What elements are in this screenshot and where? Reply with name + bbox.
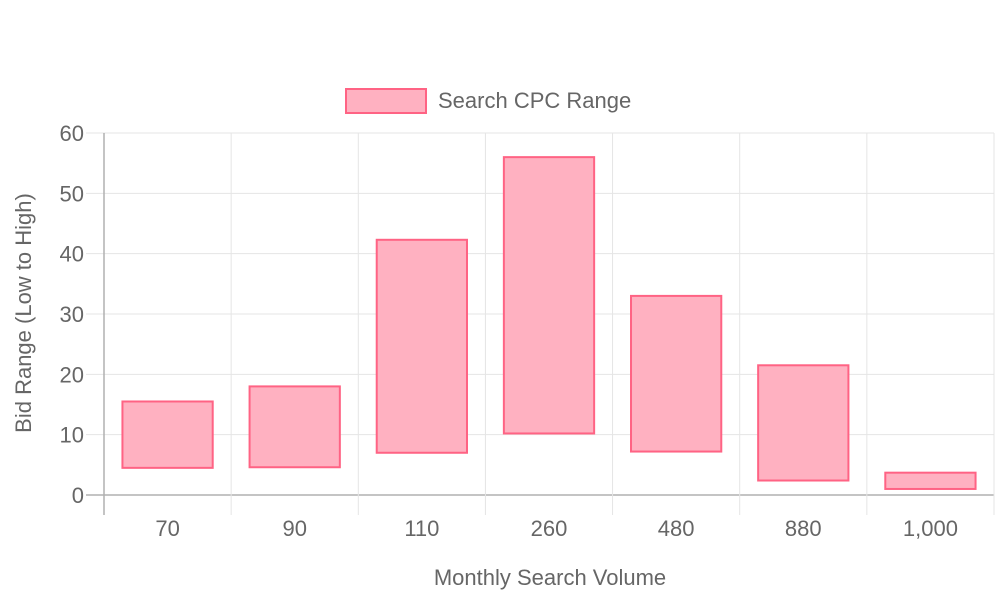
y-tick-label: 50 <box>60 181 84 206</box>
x-tick-label: 1,000 <box>903 516 958 541</box>
y-axis-ticks: 0 10 20 30 40 50 60 <box>60 121 84 508</box>
x-tick-label: 90 <box>282 516 306 541</box>
y-tick-label: 60 <box>60 121 84 146</box>
y-tick-label: 0 <box>72 483 84 508</box>
bar-range[interactable] <box>375 238 468 454</box>
legend[interactable]: Search CPC Range <box>345 88 631 114</box>
y-tick-label: 10 <box>60 423 84 448</box>
x-tick-label: 480 <box>658 516 695 541</box>
legend-swatch[interactable] <box>345 88 427 114</box>
bar-range[interactable] <box>757 364 850 482</box>
x-tick-label: 110 <box>404 516 439 541</box>
bar-range[interactable] <box>248 385 341 469</box>
x-tick-label: 70 <box>155 516 179 541</box>
bar-range[interactable] <box>884 471 977 490</box>
x-axis-title: Monthly Search Volume <box>434 565 666 590</box>
y-tick-label: 40 <box>60 242 84 267</box>
y-axis-title: Bid Range (Low to High) <box>11 193 36 433</box>
bar-range[interactable] <box>502 156 596 435</box>
legend-label[interactable]: Search CPC Range <box>438 88 631 113</box>
bar-range[interactable] <box>121 400 214 469</box>
x-tick-label: 260 <box>531 516 568 541</box>
x-tick-label: 880 <box>785 516 822 541</box>
bars <box>121 156 977 490</box>
bar-range[interactable] <box>630 294 723 453</box>
x-axis-ticks: 70 90 110 260 480 880 1,000 <box>155 516 958 541</box>
y-tick-label: 30 <box>60 302 84 327</box>
y-tick-label: 20 <box>60 362 84 387</box>
